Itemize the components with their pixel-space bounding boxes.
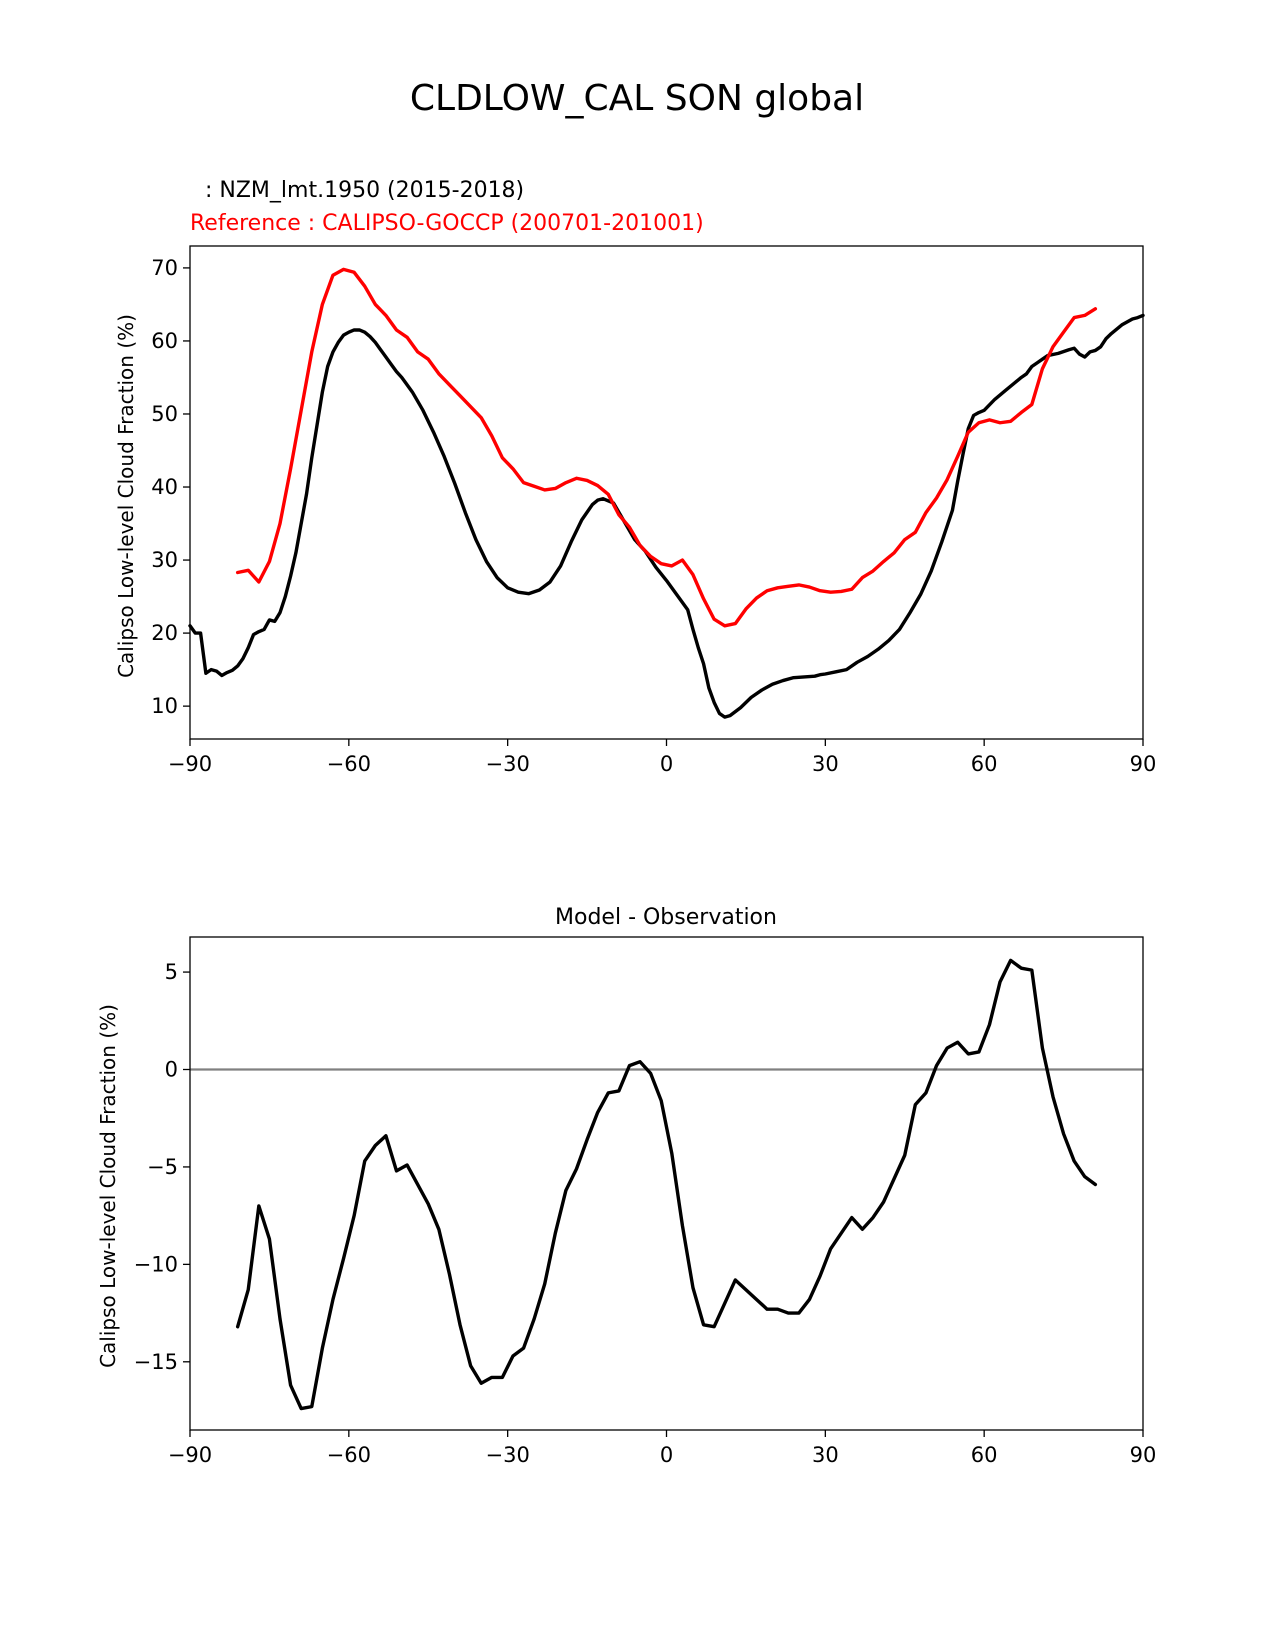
bottom-series-line-model xyxy=(235,958,1098,1411)
top-series-line-reference xyxy=(235,267,1098,628)
top-y-tick-label: 40 xyxy=(151,475,178,499)
top-x-tick-label: −90 xyxy=(168,752,212,776)
bottom-x-tick-label: −90 xyxy=(168,1443,212,1467)
top-y-tick-label: 50 xyxy=(151,402,178,426)
bottom-x-tick-label: 0 xyxy=(660,1443,673,1467)
top-x-tick-label: 90 xyxy=(1130,752,1157,776)
bottom-x-tick-label: −60 xyxy=(327,1443,371,1467)
top-y-tick-label: 70 xyxy=(151,256,178,280)
bottom-panel-axes-ticks: −90 −60 −30 0 30 60 90 5 0 −5 −10 −15 xyxy=(134,960,1157,1467)
top-y-tick-label: 10 xyxy=(151,694,178,718)
bottom-x-tick-label: 90 xyxy=(1130,1443,1157,1467)
model-legend-label: : NZM_lmt.1950 (2015-2018) xyxy=(205,178,524,203)
bottom-panel-frame xyxy=(189,936,1144,1431)
top-x-tick-label: 0 xyxy=(660,752,673,776)
top-x-tick-label: 60 xyxy=(971,752,998,776)
bottom-y-tick-label: 5 xyxy=(165,960,178,984)
bottom-panel-y-axis-label: Calipso Low-level Cloud Fraction (%) xyxy=(96,1004,120,1368)
top-panel-axes-ticks: −90 −60 −30 0 30 60 90 10 20 30 40 50 60 70 xyxy=(151,256,1156,776)
top-panel-series xyxy=(188,267,1145,719)
top-y-tick-label: 30 xyxy=(151,548,178,572)
bottom-x-tick-label: 30 xyxy=(812,1443,839,1467)
bottom-x-tick-label: 60 xyxy=(971,1443,998,1467)
top-panel-frame xyxy=(189,245,1144,740)
top-x-tick-label: 30 xyxy=(812,752,839,776)
bottom-y-tick-label: −10 xyxy=(134,1252,178,1276)
reference-legend-label: Reference : CALIPSO-GOCCP (200701-201001… xyxy=(190,211,704,236)
top-y-tick-label: 60 xyxy=(151,329,178,353)
top-y-tick-label: 20 xyxy=(151,621,178,645)
bottom-panel-title: Model - Observation xyxy=(555,905,777,930)
bottom-x-tick-label: −30 xyxy=(486,1443,530,1467)
top-x-tick-label: −30 xyxy=(486,752,530,776)
top-x-tick-label: −60 xyxy=(327,752,371,776)
top-panel-y-axis-label: Calipso Low-level Cloud Fraction (%) xyxy=(114,314,138,678)
bottom-y-tick-label: −5 xyxy=(147,1155,178,1179)
top-panel: Calipso Low-level Cloud Fraction (%) −90… xyxy=(114,245,1156,776)
figure-title: CLDLOW_CAL SON global xyxy=(410,78,864,119)
bottom-y-tick-label: −15 xyxy=(134,1350,178,1374)
bottom-y-tick-label: 0 xyxy=(165,1058,178,1082)
bottom-panel: Model - Observation Calipso Low-level Cl… xyxy=(96,905,1156,1467)
bottom-panel-series xyxy=(190,958,1143,1411)
